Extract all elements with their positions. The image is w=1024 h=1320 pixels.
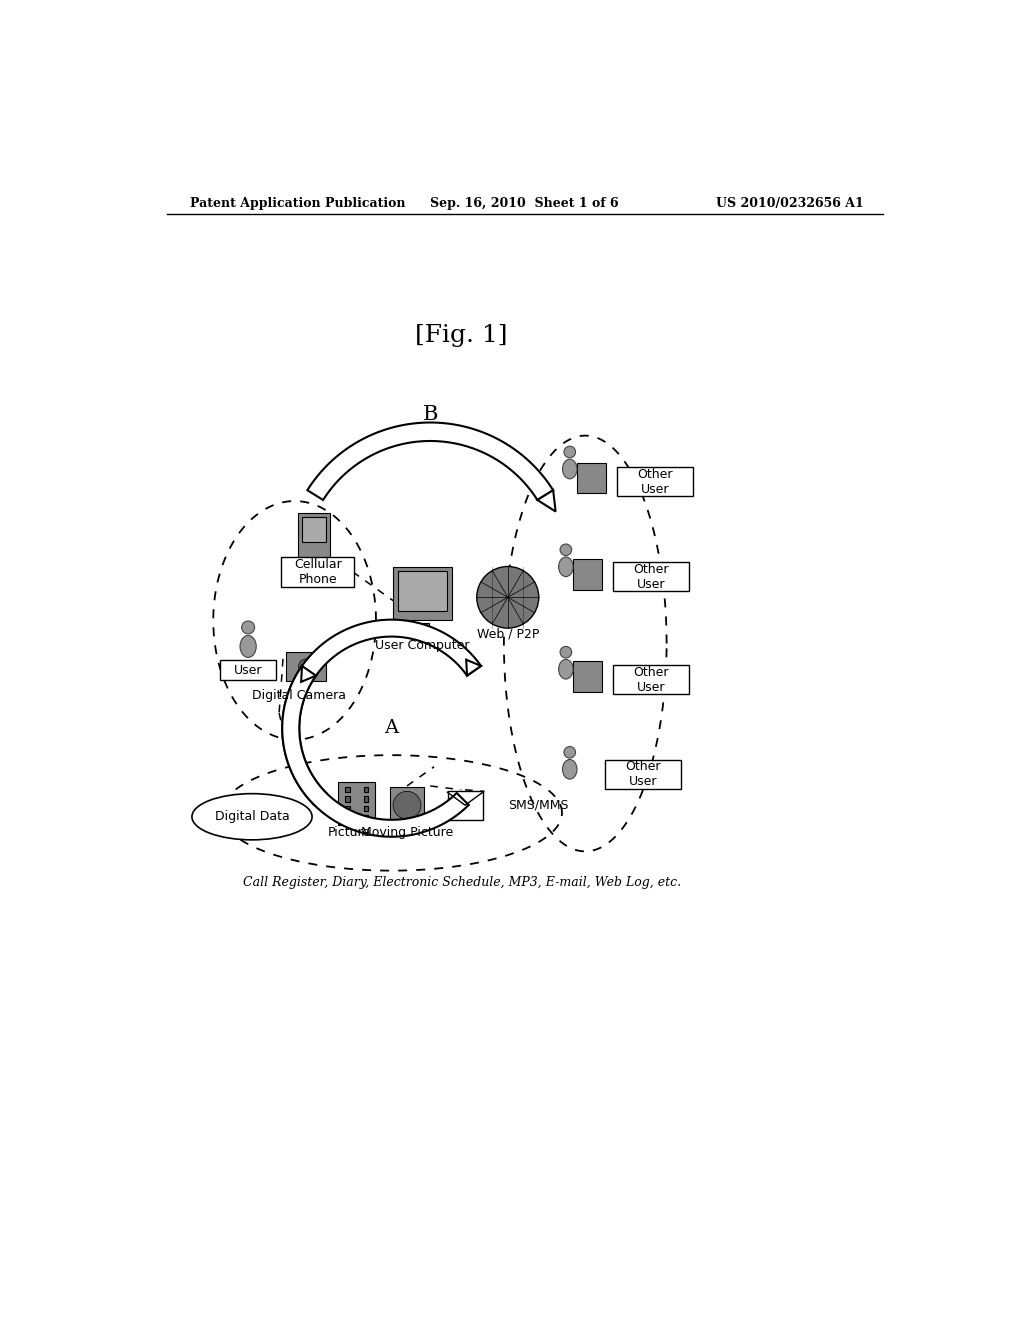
Text: B: B	[423, 405, 438, 424]
Text: US 2010/0232656 A1: US 2010/0232656 A1	[717, 197, 864, 210]
Bar	[364, 805, 369, 810]
Text: Patent Application Publication: Patent Application Publication	[190, 197, 406, 210]
Text: Web / P2P: Web / P2P	[476, 628, 539, 640]
Circle shape	[393, 792, 421, 818]
Bar	[364, 796, 369, 801]
Ellipse shape	[562, 459, 577, 479]
Polygon shape	[466, 660, 481, 676]
Bar	[345, 796, 349, 801]
Text: [Fig. 1]: [Fig. 1]	[415, 323, 508, 347]
Ellipse shape	[562, 759, 577, 779]
Bar	[338, 783, 375, 825]
Text: Picture: Picture	[328, 825, 372, 838]
Bar	[302, 517, 326, 543]
Bar	[282, 557, 354, 586]
Ellipse shape	[559, 660, 573, 678]
Bar	[617, 467, 693, 496]
Text: Sep. 16, 2010  Sheet 1 of 6: Sep. 16, 2010 Sheet 1 of 6	[430, 197, 620, 210]
Bar	[298, 513, 331, 558]
Text: Other
User: Other User	[634, 562, 669, 590]
Circle shape	[299, 659, 314, 675]
Circle shape	[564, 747, 575, 758]
Circle shape	[560, 544, 571, 556]
Text: Other
User: Other User	[637, 467, 673, 496]
Text: Call Register, Diary, Electronic Schedule, MP3, E-mail, Web Log, etc.: Call Register, Diary, Electronic Schedul…	[243, 875, 681, 888]
Text: Other
User: Other User	[634, 665, 669, 694]
Bar	[220, 660, 276, 681]
Bar	[398, 572, 446, 611]
Bar	[416, 623, 429, 634]
Text: Cellular
Phone: Cellular Phone	[294, 558, 342, 586]
Bar	[613, 665, 689, 694]
Bar	[345, 805, 349, 810]
Text: User: User	[233, 664, 262, 677]
Ellipse shape	[559, 557, 573, 577]
Text: Digital Camera: Digital Camera	[252, 689, 345, 702]
Polygon shape	[301, 665, 316, 682]
Text: Digital Data: Digital Data	[215, 810, 290, 824]
Text: User Computer: User Computer	[375, 639, 470, 652]
Bar	[605, 760, 681, 789]
Bar	[345, 814, 349, 820]
Text: Other
User: Other User	[626, 760, 662, 788]
Bar	[572, 558, 602, 590]
Ellipse shape	[240, 635, 256, 657]
Bar	[389, 787, 424, 824]
Bar	[364, 814, 369, 820]
Text: SMS/MMS: SMS/MMS	[508, 799, 568, 812]
Polygon shape	[283, 665, 327, 805]
Bar	[345, 787, 349, 792]
Bar	[613, 562, 689, 591]
Polygon shape	[307, 422, 553, 500]
Polygon shape	[538, 490, 556, 512]
Circle shape	[477, 566, 539, 628]
Bar	[364, 787, 369, 792]
Bar	[286, 652, 327, 681]
Polygon shape	[283, 619, 481, 837]
Bar	[393, 568, 452, 619]
Circle shape	[242, 620, 255, 634]
Circle shape	[564, 446, 575, 458]
Circle shape	[560, 647, 571, 657]
Text: Moving Picture: Moving Picture	[360, 825, 454, 838]
Ellipse shape	[191, 793, 312, 840]
Bar	[447, 791, 482, 820]
Text: A: A	[384, 719, 398, 737]
Bar	[572, 661, 602, 692]
Bar	[577, 462, 606, 494]
